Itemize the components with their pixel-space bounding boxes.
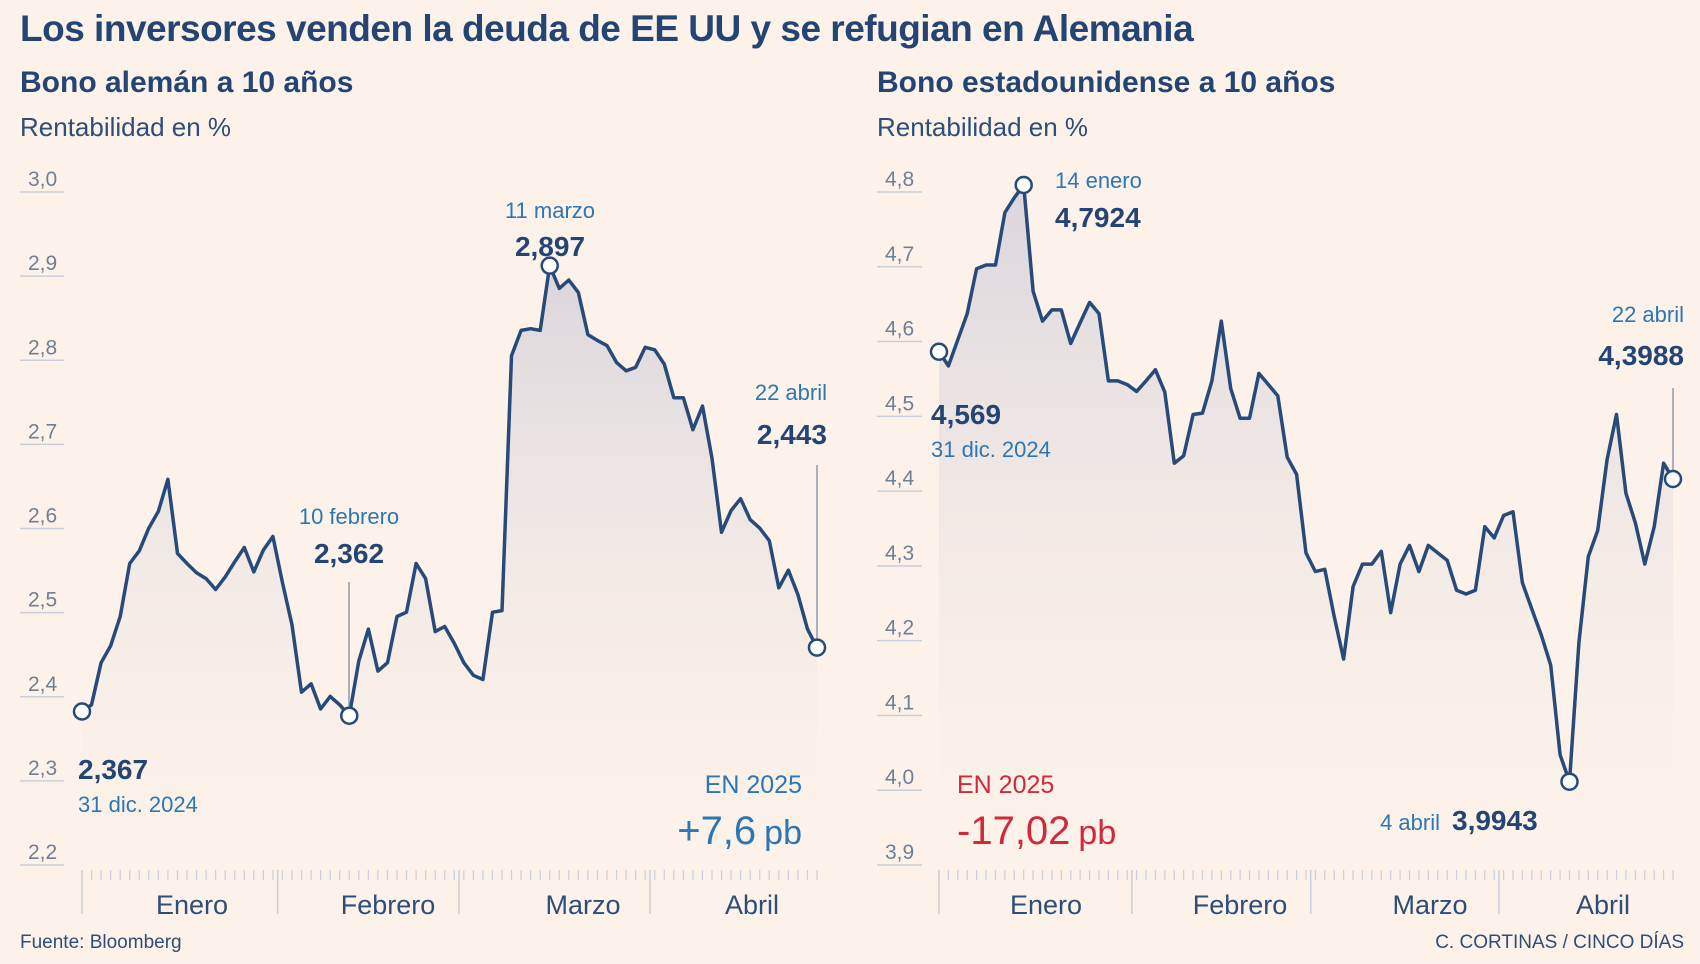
us-annotation-value: 3,9943 — [1452, 805, 1538, 836]
us-ytick-label: 3,9 — [885, 841, 914, 864]
de-point-marker — [340, 706, 359, 725]
us-month-label: Febrero — [1193, 890, 1288, 920]
us-ytick-label: 4,2 — [885, 617, 914, 640]
us-ytick-label: 4,8 — [885, 168, 914, 191]
us-summary-value: -17,02 pb — [957, 809, 1116, 853]
de-month-label: Febrero — [341, 890, 436, 920]
de-ytick-label: 2,8 — [28, 336, 57, 359]
us-annotation-date: 22 abril — [1612, 302, 1684, 327]
us-point-marker — [929, 342, 949, 361]
de-annotation-value: 2,443 — [757, 419, 827, 450]
us-series-line — [937, 183, 1675, 784]
de-summary-value: +7,6 pb — [677, 809, 802, 853]
us-point-marker — [1014, 175, 1033, 195]
de-ytick-label: 2,4 — [28, 673, 58, 696]
us-ytick-label: 4,1 — [885, 691, 914, 714]
us-summary-number: -17,02 — [957, 809, 1070, 853]
source-note: Fuente: Bloomberg — [20, 932, 182, 953]
de-annotation-date: 10 febrero — [299, 504, 399, 529]
us-ytick-label: 4,3 — [885, 542, 914, 565]
us-annotation-value: 4,3988 — [1598, 340, 1684, 371]
de-month-label: Enero — [156, 890, 228, 920]
us-ytick-label: 4,5 — [885, 392, 914, 415]
us-annotation-date: 14 enero — [1055, 168, 1142, 193]
de-month-label: Abril — [725, 890, 779, 920]
us-month-label: Abril — [1576, 890, 1630, 920]
de-ytick-label: 2,5 — [28, 589, 57, 612]
de-annotation-date: 31 dic. 2024 — [78, 792, 198, 817]
de-annotation-date: 11 marzo — [505, 198, 595, 223]
de-annotation-value: 2,897 — [515, 231, 585, 262]
de-chart-ylabel: Rentabilidad en % — [20, 112, 232, 142]
de-ytick-label: 2,2 — [28, 841, 57, 864]
us-month-label: Enero — [1010, 890, 1082, 920]
de-series-line — [80, 263, 819, 718]
de-chart-title: Bono alemán a 10 años — [20, 66, 354, 99]
us-ytick-label: 4,0 — [885, 766, 914, 789]
de-area — [82, 265, 817, 873]
de-point-marker — [807, 638, 827, 657]
de-annotation-value: 2,367 — [78, 754, 148, 785]
us-point-marker — [1663, 469, 1683, 489]
de-annotation-value: 2,362 — [314, 538, 384, 569]
us-ytick-label: 4,4 — [885, 467, 915, 490]
de-point-marker — [72, 702, 92, 721]
de-month-label: Marzo — [545, 890, 620, 920]
page-title: Los inversores venden la deuda de EE UU … — [20, 8, 1194, 49]
us-summary-unit: pb — [1078, 814, 1116, 852]
us-summary-label: EN 2025 — [957, 771, 1054, 799]
us-point-marker — [1560, 772, 1579, 791]
de-annotation-date: 22 abril — [755, 380, 827, 405]
credit-note: C. CORTINAS / CINCO DÍAS — [1435, 932, 1684, 953]
us-annotation-date: 4 abril — [1380, 810, 1440, 835]
us-ytick-label: 4,7 — [885, 243, 914, 266]
de-summary-unit: pb — [764, 814, 802, 852]
us-chart-ylabel: Rentabilidad en % — [877, 112, 1089, 142]
de-ytick-label: 2,3 — [28, 757, 57, 780]
de-summary-label: EN 2025 — [705, 771, 802, 799]
us-annotation-value: 4,569 — [931, 399, 1001, 430]
us-annotation-date: 31 dic. 2024 — [931, 437, 1051, 462]
us-ytick-label: 4,6 — [885, 318, 914, 341]
us-chart-title: Bono estadounidense a 10 años — [877, 66, 1336, 99]
de-ytick-label: 2,7 — [28, 420, 57, 443]
de-summary-number: +7,6 — [677, 809, 756, 853]
de-ytick-label: 3,0 — [28, 168, 57, 191]
de-point-marker — [540, 256, 559, 275]
us-month-label: Marzo — [1392, 890, 1467, 920]
us-annotation-value: 4,7924 — [1055, 202, 1141, 233]
de-ytick-label: 2,9 — [28, 252, 57, 275]
de-ytick-label: 2,6 — [28, 505, 57, 528]
us-area — [939, 185, 1673, 872]
